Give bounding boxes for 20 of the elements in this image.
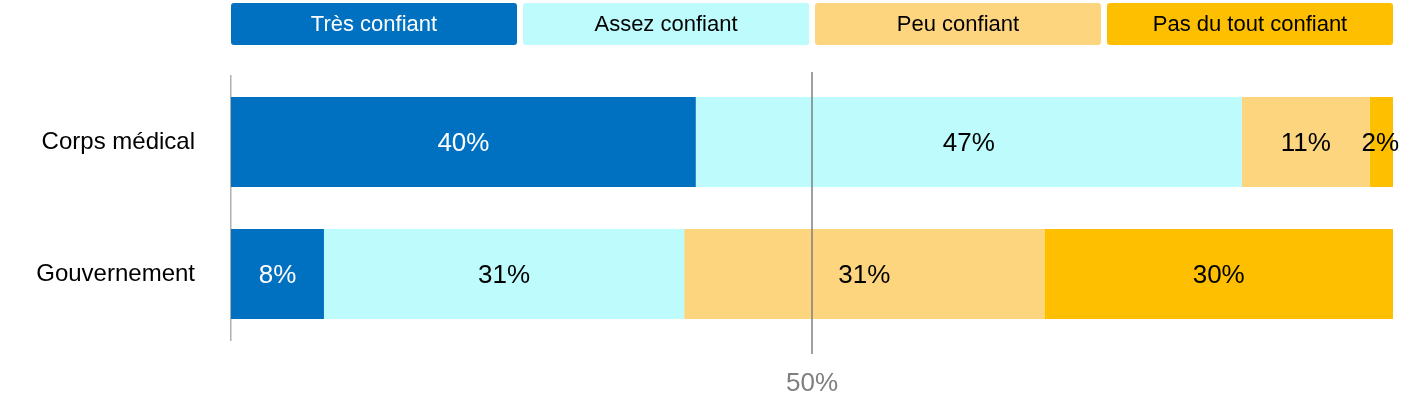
text: Peu confiant (815, 3, 1101, 45)
text: Assez confiant (523, 3, 809, 45)
bar (323, 229, 685, 319)
data-label: 31% (478, 259, 531, 290)
bar (231, 229, 324, 319)
data-label: 8% (258, 259, 297, 290)
y-tick-label: Gouvernement (36, 258, 196, 286)
bar (1044, 229, 1393, 319)
data-label: 30% (1192, 259, 1245, 290)
bar (684, 229, 1045, 319)
data-label: 11% (1280, 127, 1331, 158)
text: Pas du tout confiant (1107, 3, 1393, 45)
data-label: 47% (942, 127, 995, 158)
data-label: 40% (437, 127, 490, 158)
bar (695, 97, 1242, 187)
text: Très confiant (231, 3, 517, 45)
bar (231, 97, 696, 187)
y-tick-label: Corps médical (41, 126, 195, 154)
data-label: 31% (838, 259, 891, 290)
ref-line-label: 50% (785, 367, 839, 398)
